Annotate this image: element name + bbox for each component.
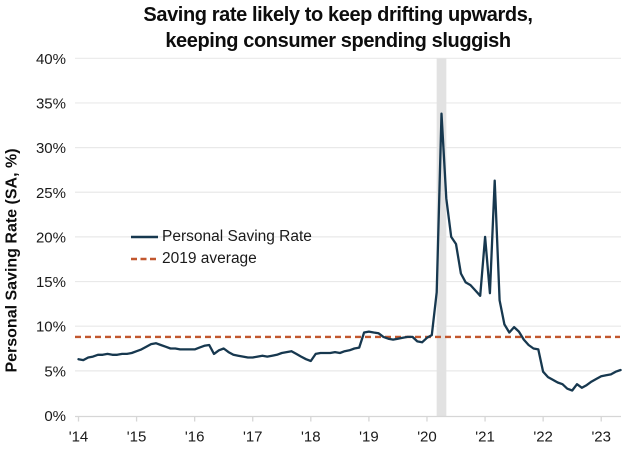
legend: Personal Saving Rate 2019 average	[131, 226, 312, 270]
x-tick-label-16: '16	[185, 429, 205, 446]
chart-title: Saving rate likely to keep drifting upwa…	[64, 2, 612, 54]
y-tick-label-5: 5%	[44, 363, 66, 380]
x-tick-label-19: '19	[359, 429, 379, 446]
legend-swatch-solid-line	[131, 235, 158, 239]
x-tick-label-23: '23	[591, 429, 611, 446]
legend-item-personal-saving-rate: Personal Saving Rate	[131, 226, 312, 248]
recession-band	[436, 58, 447, 417]
x-tick-label-21: '21	[475, 429, 495, 446]
y-tick-label-0: 0%	[44, 408, 66, 425]
legend-label-2019-average: 2019 average	[162, 250, 257, 267]
legend-item-2019-average: 2019 average	[131, 248, 312, 270]
x-tick-label-14: '14	[69, 429, 89, 446]
personal-saving-rate-line	[77, 112, 622, 392]
x-tick-label-22: '22	[533, 429, 553, 446]
x-tick-label-18: '18	[301, 429, 321, 446]
legend-label-personal-saving-rate: Personal Saving Rate	[162, 228, 312, 245]
y-tick-label-30: 30%	[36, 140, 66, 157]
chart-title-line2: keeping consumer spending sluggish	[165, 30, 511, 52]
legend-swatch-dashed-line	[131, 257, 158, 261]
y-tick-label-15: 15%	[36, 274, 66, 291]
y-tick-label-25: 25%	[36, 185, 66, 202]
y-tick-label-10: 10%	[36, 319, 66, 336]
y-tick-label-20: 20%	[36, 229, 66, 246]
chart-title-line1: Saving rate likely to keep drifting upwa…	[143, 4, 533, 26]
x-tick-label-15: '15	[127, 429, 147, 446]
y-tick-label-35: 35%	[36, 95, 66, 112]
x-tick-label-17: '17	[243, 429, 263, 446]
y-tick-label-40: 40%	[36, 51, 66, 68]
x-tick-label-20: '20	[417, 429, 437, 446]
